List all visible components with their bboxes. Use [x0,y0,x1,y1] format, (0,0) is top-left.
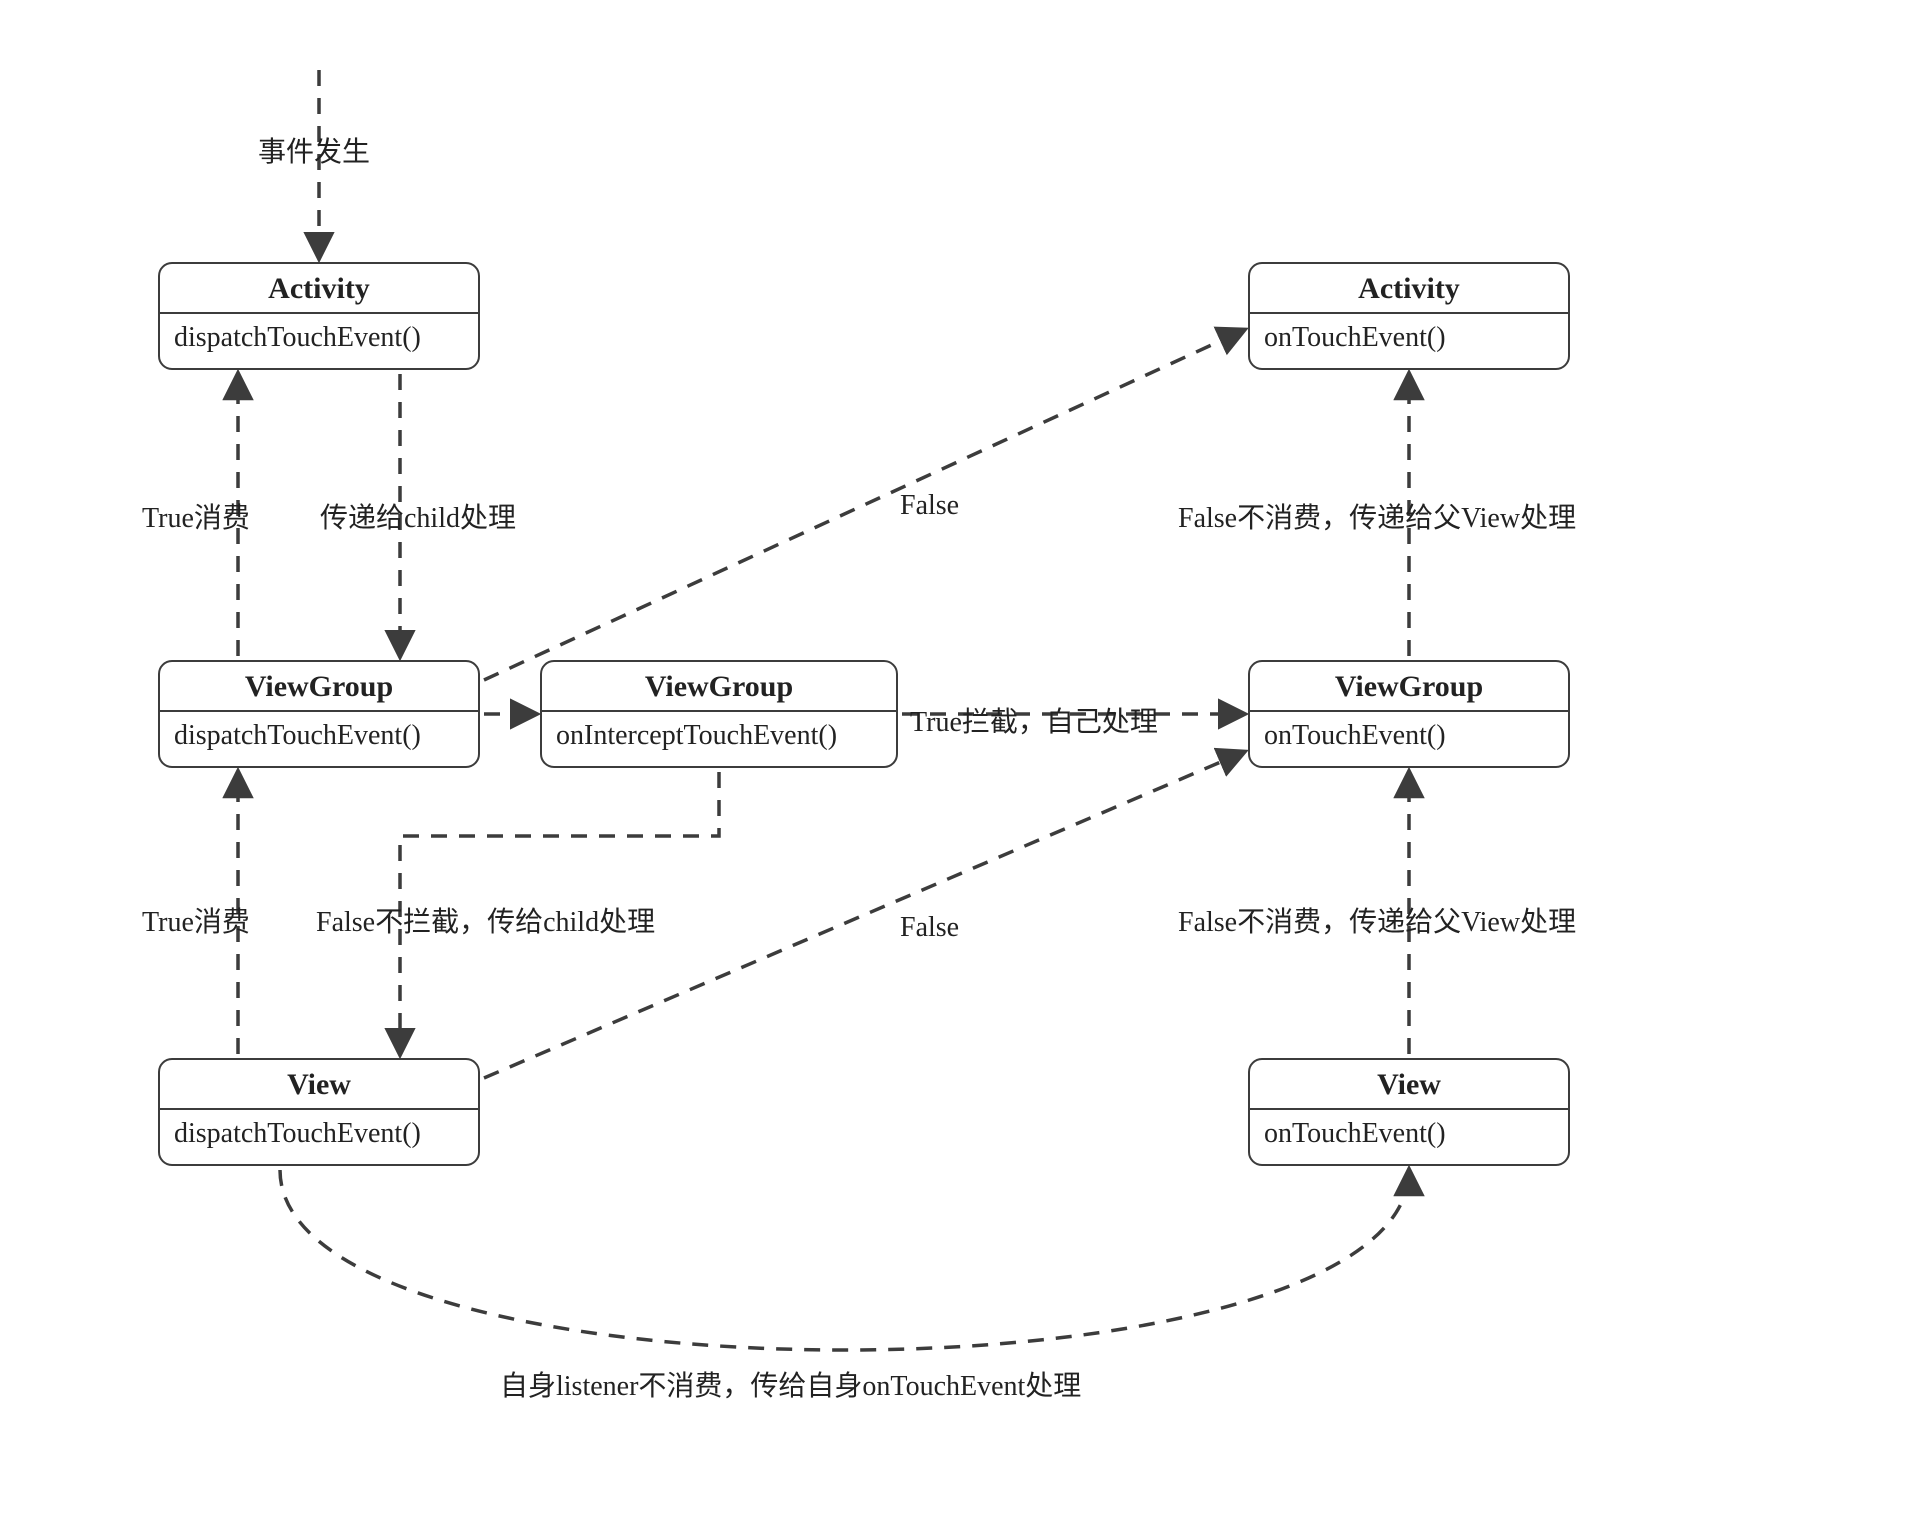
node-title: Activity [160,264,478,314]
node-method: onTouchEvent() [1250,1110,1568,1158]
node-title: ViewGroup [542,662,896,712]
edge-e_vd_at [484,330,1244,680]
node-title: View [1250,1060,1568,1110]
label-false-parent-2: False不消费，传递给父View处理 [1178,900,1576,940]
label-false-parent-1: False不消费，传递给父View处理 [1178,496,1576,536]
label-true-consume-2: True消费 [142,900,250,940]
label-event-start: 事件发生 [258,130,370,170]
node-activity-dispatch: Activity dispatchTouchEvent() [158,262,480,370]
node-title: ViewGroup [160,662,478,712]
edge-e_curve [280,1170,1409,1350]
node-method: dispatchTouchEvent() [160,314,478,362]
label-true-consume-1: True消费 [142,496,250,536]
label-listener-pass: 自身listener不消费，传给自身onTouchEvent处理 [500,1364,1081,1404]
node-method: dispatchTouchEvent() [160,712,478,760]
label-true-intercept: True拦截，自己处理 [910,700,1158,740]
node-viewgroup-dispatch: ViewGroup dispatchTouchEvent() [158,660,480,768]
node-view-dispatch: View dispatchTouchEvent() [158,1058,480,1166]
node-method: onInterceptTouchEvent() [542,712,896,760]
node-viewgroup-intercept: ViewGroup onInterceptTouchEvent() [540,660,898,768]
node-view-touch: View onTouchEvent() [1248,1058,1570,1166]
label-false-mid: False [900,490,959,522]
label-false-low: False [900,912,959,944]
node-method: onTouchEvent() [1250,314,1568,362]
flowchart-canvas: Activity dispatchTouchEvent() ViewGroup … [0,0,1918,1534]
label-to-child: 传递给child处理 [320,496,516,536]
node-title: Activity [1250,264,1568,314]
node-method: onTouchEvent() [1250,712,1568,760]
node-method: dispatchTouchEvent() [160,1110,478,1158]
node-activity-touch: Activity onTouchEvent() [1248,262,1570,370]
node-title: ViewGroup [1250,662,1568,712]
node-viewgroup-touch: ViewGroup onTouchEvent() [1248,660,1570,768]
label-false-nointercept: False不拦截，传给child处理 [316,900,655,940]
node-title: View [160,1060,478,1110]
